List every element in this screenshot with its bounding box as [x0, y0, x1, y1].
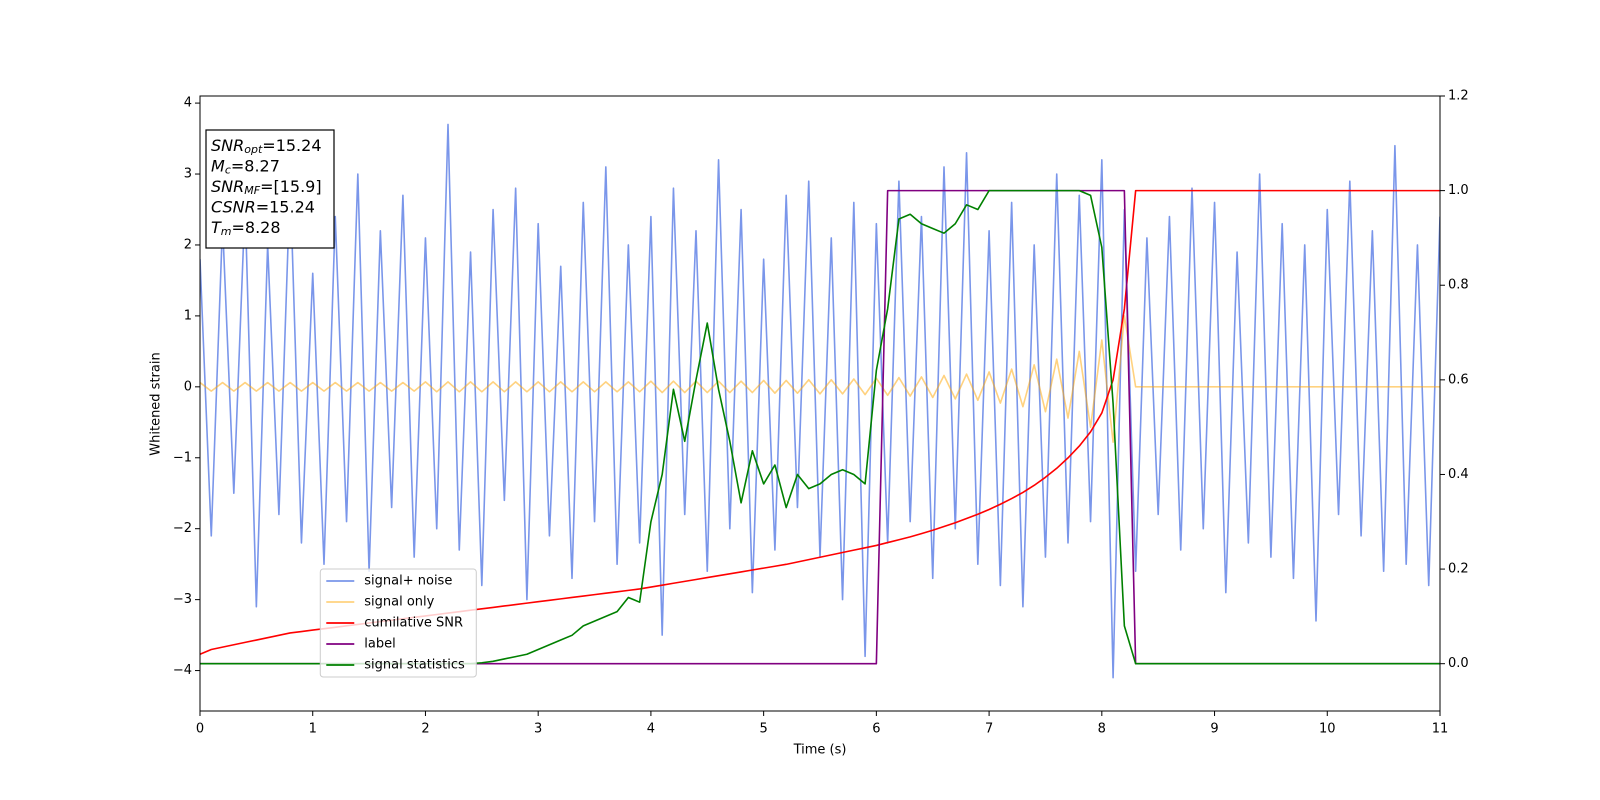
legend-box	[319, 568, 477, 678]
x-tick-label: 10	[1319, 722, 1336, 737]
annotation-value: =8.27	[231, 156, 280, 175]
y-axis-label: Whitened strain	[149, 352, 164, 455]
annotation-line: CSNR=15.24	[211, 197, 315, 216]
annotation-symbol: T	[211, 218, 222, 237]
annotation-value: =8.28	[232, 218, 281, 237]
x-tick-label: 2	[421, 722, 429, 737]
annotation-subscript: c	[225, 164, 231, 177]
legend-label: signal only	[364, 595, 434, 610]
series-line	[200, 315, 1440, 443]
y-tick-label: −4	[173, 663, 192, 678]
y-tick-label: 4	[184, 96, 192, 111]
annotation-symbol: CSNR	[211, 197, 256, 216]
y-tick-label: 3	[184, 167, 192, 182]
y-tick-label: −3	[173, 592, 192, 607]
y-tick-label: −1	[173, 450, 192, 465]
annotation-symbol: M	[211, 156, 225, 175]
y-tick-label: 0	[184, 379, 192, 394]
annotation-subscript: opt	[244, 143, 263, 156]
y-tick-label: 2	[184, 237, 192, 252]
x-tick-label: 9	[1210, 722, 1218, 737]
x-tick-label: 4	[647, 722, 655, 737]
annotation-value: =15.24	[256, 197, 315, 216]
x-tick-label: 1	[309, 722, 317, 737]
annotation-subscript: MF	[244, 184, 260, 197]
legend-label: signal+ noise	[364, 574, 452, 589]
y2-tick-label: 1.2	[1448, 89, 1469, 104]
annotation-value: =15.24	[262, 136, 321, 155]
x-tick-label: 6	[872, 722, 880, 737]
annotation-box	[205, 129, 335, 249]
annotation-symbol: SNR	[211, 136, 244, 155]
x-tick-label: 11	[1432, 722, 1449, 737]
legend-label: signal statistics	[364, 658, 465, 673]
x-tick-label: 8	[1098, 722, 1106, 737]
annotation-line: Mc=8.27	[211, 156, 280, 177]
annotation-subscript: m	[221, 225, 232, 238]
annotation-line: SNRopt=15.24	[211, 136, 322, 157]
y-tick-label: 1	[184, 308, 192, 323]
annotation-value: =[15.9]	[260, 177, 322, 196]
y2-tick-label: 0.2	[1448, 562, 1469, 577]
annotation-symbol: SNR	[211, 177, 244, 196]
annotation-line: Tm=8.28	[211, 218, 281, 239]
x-tick-label: 5	[759, 722, 767, 737]
y-tick-label: −2	[173, 521, 192, 536]
annotation-line: SNRMF=[15.9]	[211, 177, 322, 198]
legend-label: label	[364, 637, 395, 652]
x-axis-label: Time (s)	[793, 743, 847, 758]
y2-tick-label: 0.6	[1448, 372, 1469, 387]
legend-label: cumilative SNR	[364, 616, 463, 631]
y2-tick-label: 0.0	[1448, 656, 1469, 671]
plot-frame	[199, 95, 1441, 712]
x-tick-label: 7	[985, 722, 993, 737]
y2-tick-label: 0.8	[1448, 278, 1469, 293]
y2-tick-label: 0.4	[1448, 467, 1469, 482]
y2-tick-label: 1.0	[1448, 183, 1469, 198]
x-tick-label: 3	[534, 722, 542, 737]
x-tick-label: 0	[196, 722, 204, 737]
